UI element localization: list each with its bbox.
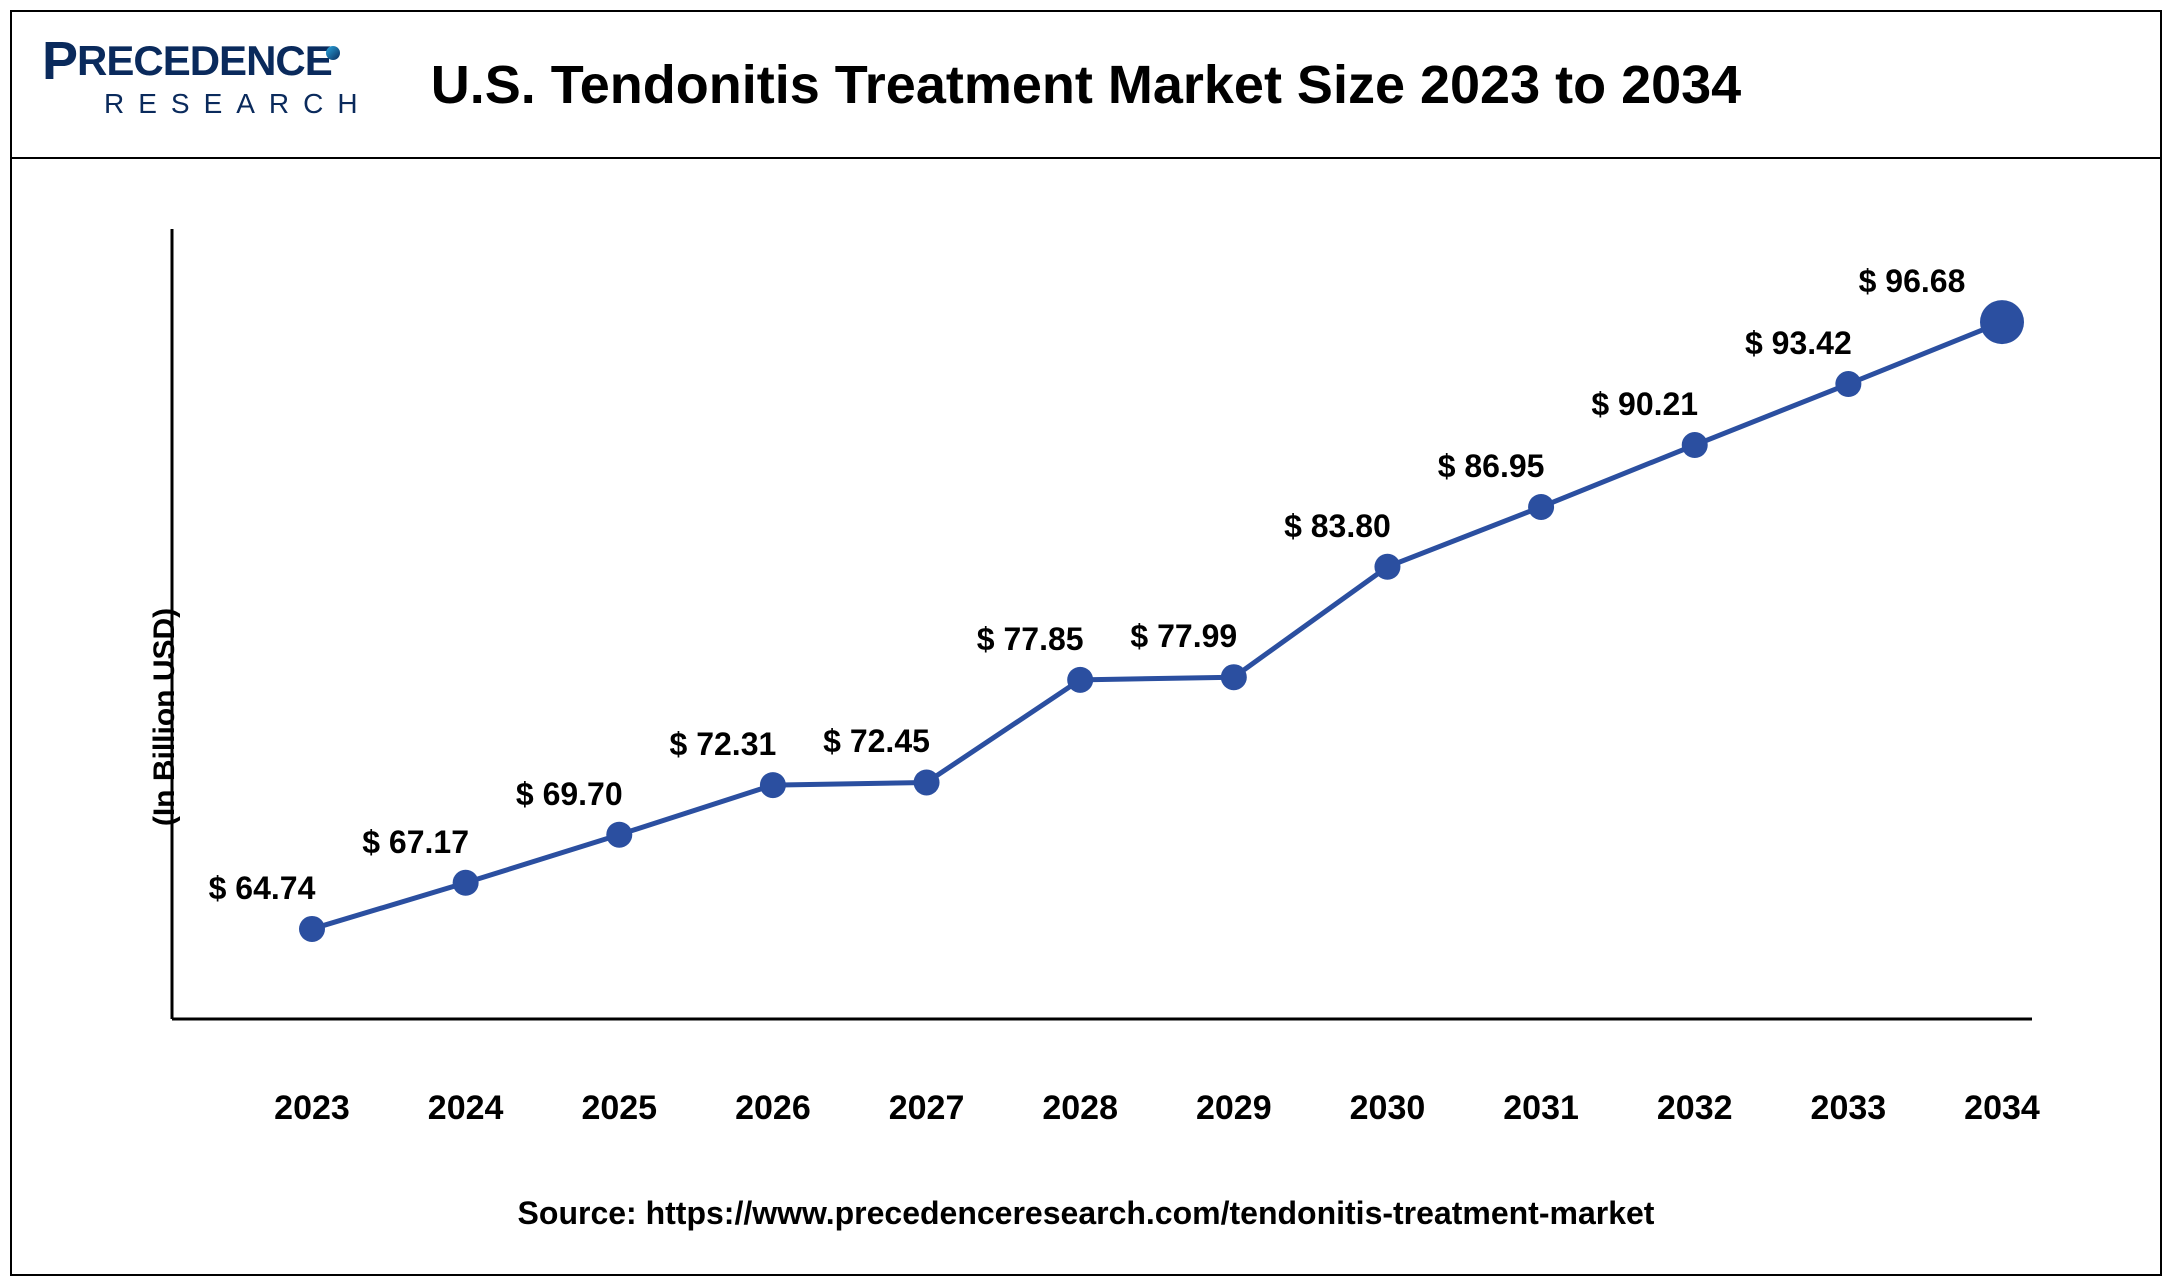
source-citation: Source: https://www.precedenceresearch.c… [12, 1195, 2160, 1232]
data-value-label: $ 69.70 [516, 776, 623, 813]
chart-title: U.S. Tendonitis Treatment Market Size 20… [12, 54, 2160, 116]
x-category-label: 2027 [889, 1089, 965, 1128]
x-category-label: 2031 [1503, 1089, 1579, 1128]
data-value-label: $ 72.45 [823, 723, 930, 760]
x-category-label: 2033 [1811, 1089, 1887, 1128]
data-value-label: $ 86.95 [1438, 448, 1545, 485]
data-value-label: $ 72.31 [670, 726, 777, 763]
data-value-label: $ 96.68 [1859, 263, 1966, 300]
data-value-label: $ 77.85 [977, 621, 1084, 658]
x-category-label: 2024 [428, 1089, 504, 1128]
chart-container: PPRECEDENCERECEDENCE RESEARCH U.S. Tendo… [0, 0, 2172, 1286]
data-value-label: $ 77.99 [1130, 618, 1237, 655]
x-category-label: 2034 [1964, 1089, 2040, 1128]
x-category-label: 2026 [735, 1089, 811, 1128]
data-value-label: $ 64.74 [209, 870, 316, 907]
x-category-label: 2032 [1657, 1089, 1733, 1128]
x-category-label: 2023 [274, 1089, 350, 1128]
data-value-label: $ 83.80 [1284, 508, 1391, 545]
data-value-label: $ 67.17 [362, 824, 469, 861]
data-point-labels: $ 64.74 $ 67.17 $ 69.70 $ 72.31 $ 72.45 $ 77.… [152, 219, 2052, 1079]
source-prefix: Source: [518, 1195, 646, 1231]
x-category-label: 2028 [1042, 1089, 1118, 1128]
source-url: https://www.precedenceresearch.com/tendo… [646, 1195, 1655, 1231]
plot-area: (In Billion USD) 20232024202520262027202… [12, 159, 2160, 1274]
data-value-label: $ 93.42 [1745, 325, 1852, 362]
x-category-label: 2025 [581, 1089, 657, 1128]
x-axis-labels: 2023 2024 2025 2026 2027 2028 2029 2030 2031 2032… [152, 1089, 2052, 1149]
chart-frame: PPRECEDENCERECEDENCE RESEARCH U.S. Tendo… [10, 10, 2162, 1276]
x-category-label: 2029 [1196, 1089, 1272, 1128]
data-value-label: $ 90.21 [1591, 386, 1698, 423]
x-category-label: 2030 [1350, 1089, 1426, 1128]
chart-header: PPRECEDENCERECEDENCE RESEARCH U.S. Tendo… [12, 12, 2160, 159]
